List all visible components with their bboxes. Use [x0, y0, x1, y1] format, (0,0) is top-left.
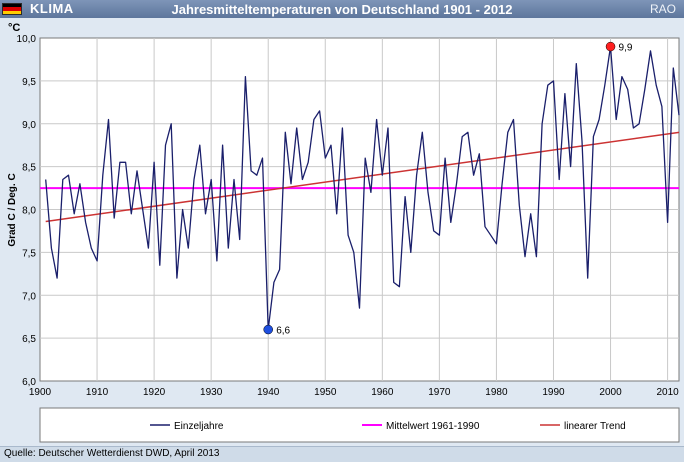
flag-stripe-gold	[3, 10, 21, 14]
x-tick-label: 2010	[656, 387, 679, 398]
legend-box	[39, 407, 680, 443]
x-tick-label: 1930	[200, 387, 223, 398]
chart-title: Jahresmitteltemperaturen von Deutschland…	[171, 2, 513, 17]
x-tick-label: 1990	[542, 387, 565, 398]
title-bar: KLIMA Jahresmitteltemperaturen von Deuts…	[0, 0, 684, 18]
y-tick-label: 7,5	[22, 248, 36, 259]
x-tick-label: 1970	[428, 387, 451, 398]
source-note: Quelle: Deutscher Wetterdienst DWD, Apri…	[4, 448, 220, 459]
y-axis-ticks: 6,0 6,5 7,0 7,5 8,0 8,5 9,0 9,5 10,0	[17, 34, 37, 388]
german-flag-icon	[2, 3, 22, 15]
flag-stripe-red	[3, 7, 21, 11]
min-value-label: 6,6	[276, 326, 290, 337]
legend-item-einzeljahre-label: Einzeljahre	[174, 421, 224, 432]
x-tick-label: 2000	[599, 387, 622, 398]
x-tick-label: 1920	[143, 387, 166, 398]
max-marker	[605, 41, 616, 52]
brand-label: KLIMA	[30, 1, 74, 16]
x-axis-ticks: 1900 1910 1920 1930 1940 1950 1960 1970 1980 1990…	[29, 387, 679, 398]
x-tick-label: 1950	[314, 387, 337, 398]
legend: Einzeljahre Mittelwert 1961-1990 linearer …	[150, 421, 626, 432]
series-line-einzeljahre	[45, 45, 680, 331]
extreme-annotations: 9,9 6,6	[263, 41, 633, 337]
unit-label: °C	[8, 22, 20, 34]
x-tick-label: 1910	[86, 387, 109, 398]
y-tick-label: 9,0	[22, 120, 36, 131]
y-tick-label: 7,0	[22, 291, 36, 302]
y-tick-label: 8,5	[22, 163, 36, 174]
y-tick-label: 8,0	[22, 206, 36, 217]
min-marker	[263, 324, 273, 335]
temperature-chart: °C Grad C / Deg. C 6,0 6,5 7,0 7,5 8,0 8,5 9,0…	[0, 18, 684, 446]
y-tick-label: 9,5	[22, 77, 36, 88]
x-tick-label: 1900	[29, 387, 52, 398]
x-tick-label: 1980	[485, 387, 508, 398]
y-axis-label: Grad C / Deg. C	[7, 173, 18, 246]
y-tick-label: 6,0	[22, 377, 36, 388]
legend-item-mittelwert-label: Mittelwert 1961-1990	[386, 421, 480, 432]
x-tick-label: 1940	[257, 387, 280, 398]
footer-bar: Quelle: Deutscher Wetterdienst DWD, Apri…	[0, 446, 684, 462]
max-value-label: 9,9	[619, 43, 633, 54]
org-label: RAO	[649, 2, 676, 16]
y-tick-label: 10,0	[17, 34, 37, 45]
x-tick-label: 1960	[371, 387, 394, 398]
legend-item-trend-label: linearer Trend	[564, 421, 626, 432]
y-tick-label: 6,5	[22, 334, 36, 345]
flag-stripe-black	[3, 4, 21, 8]
